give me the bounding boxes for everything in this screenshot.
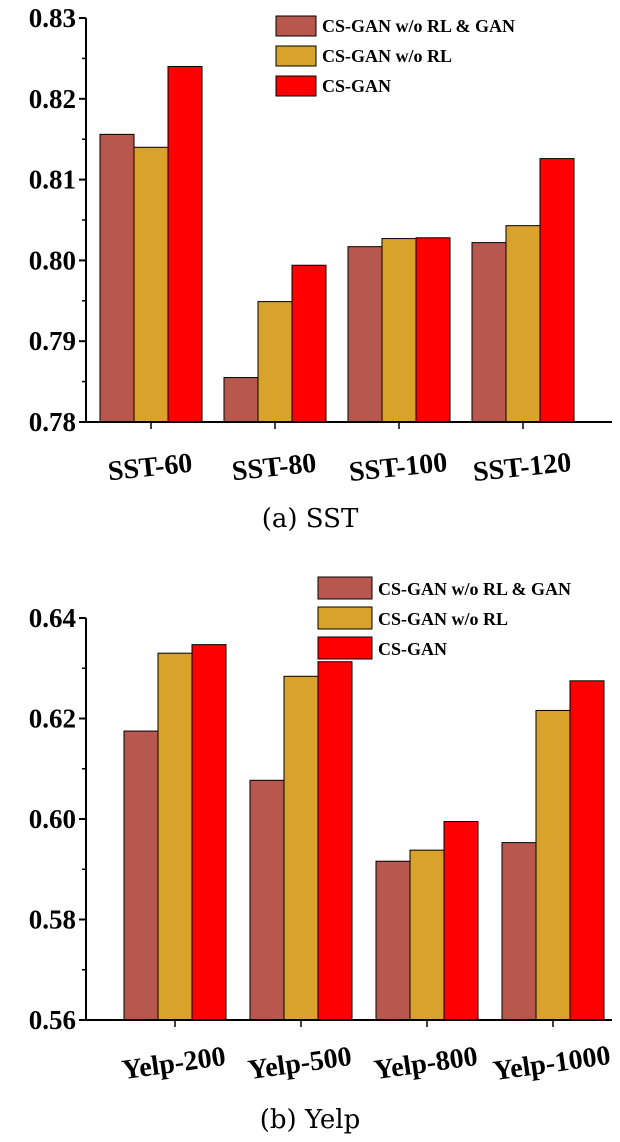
- legend-label-2: CS-GAN w/o RL: [378, 609, 508, 629]
- bar-SST-80-3: [291, 264, 327, 423]
- bar-Yelp-500-3: [317, 661, 353, 1021]
- bar-SST-80-2: [257, 301, 293, 423]
- bar-Yelp-200-3: [191, 644, 227, 1021]
- y-tick-label: 0.56: [29, 1005, 76, 1035]
- bar-Yelp-500-1: [249, 779, 285, 1021]
- bar-Yelp-800-2: [409, 849, 445, 1021]
- y-tick-label: 0.62: [29, 704, 76, 734]
- bar-SST-60-3: [167, 65, 203, 423]
- bar-SST-120-2: [505, 225, 541, 423]
- bar-SST-100-1: [347, 246, 383, 423]
- y-tick-label: 0.78: [29, 407, 76, 437]
- y-tick-label: 0.81: [29, 165, 76, 195]
- legend-swatch-1: [275, 15, 317, 37]
- bar-SST-120-1: [471, 242, 507, 423]
- y-tick-label: 0.64: [29, 603, 76, 633]
- x-tick-label: SST-80: [230, 448, 317, 488]
- x-tick-label: Yelp-1000: [491, 1040, 612, 1087]
- legend-swatch-3: [317, 636, 373, 660]
- legend-swatch-1: [317, 576, 373, 600]
- bar-Yelp-800-1: [375, 860, 411, 1021]
- legend-label-2: CS-GAN w/o RL: [322, 46, 452, 66]
- chart-panel-2: Yelp-200 Yelp-500 Yelp-800 Yelp-1000 0.56 0.5…: [29, 576, 613, 1135]
- bar-Yelp-200-1: [123, 730, 159, 1021]
- x-tick-label: Yelp-500: [246, 1041, 354, 1086]
- y-tick-label: 0.80: [29, 245, 76, 275]
- bar-SST-60-2: [133, 146, 169, 423]
- legend-swatch-2: [275, 45, 317, 67]
- bar-SST-80-1: [223, 377, 259, 423]
- bar-Yelp-500-2: [283, 675, 319, 1021]
- legend-label-1: CS-GAN w/o RL & GAN: [322, 16, 515, 36]
- x-tick-label: SST-120: [471, 447, 572, 488]
- x-tick-label: Yelp-800: [372, 1041, 480, 1086]
- bar-Yelp-200-2: [157, 652, 193, 1021]
- bar-Yelp-800-3: [443, 821, 479, 1021]
- chart-caption: (a) SST: [262, 504, 359, 534]
- y-tick-label: 0.58: [29, 905, 76, 935]
- y-tick-label: 0.79: [29, 326, 76, 356]
- bar-SST-100-3: [415, 237, 451, 423]
- legend-swatch-2: [317, 606, 373, 630]
- x-tick-label: SST-60: [106, 448, 193, 488]
- legend-label-3: CS-GAN: [378, 639, 447, 659]
- y-tick-label: 0.82: [29, 84, 76, 114]
- legend-swatch-3: [275, 75, 317, 97]
- bar-SST-100-2: [381, 238, 417, 423]
- bar-Yelp-1000-3: [569, 680, 605, 1021]
- chart-caption: (b) Yelp: [260, 1105, 360, 1135]
- x-tick-label: SST-100: [347, 447, 448, 488]
- bar-SST-120-3: [539, 158, 575, 423]
- chart-panel-1: SST-60 SST-80 SST-100 SST-120 0.78 0.79 0.80 0.…: [29, 3, 612, 534]
- legend-label-3: CS-GAN: [322, 76, 391, 96]
- bar-SST-60-1: [99, 133, 135, 423]
- bar-Yelp-1000-2: [535, 709, 571, 1021]
- bar-Yelp-1000-1: [501, 842, 537, 1021]
- legend-label-1: CS-GAN w/o RL & GAN: [378, 579, 571, 599]
- y-tick-label: 0.83: [29, 3, 76, 33]
- x-tick-label: Yelp-200: [120, 1041, 228, 1086]
- y-tick-label: 0.60: [29, 804, 76, 834]
